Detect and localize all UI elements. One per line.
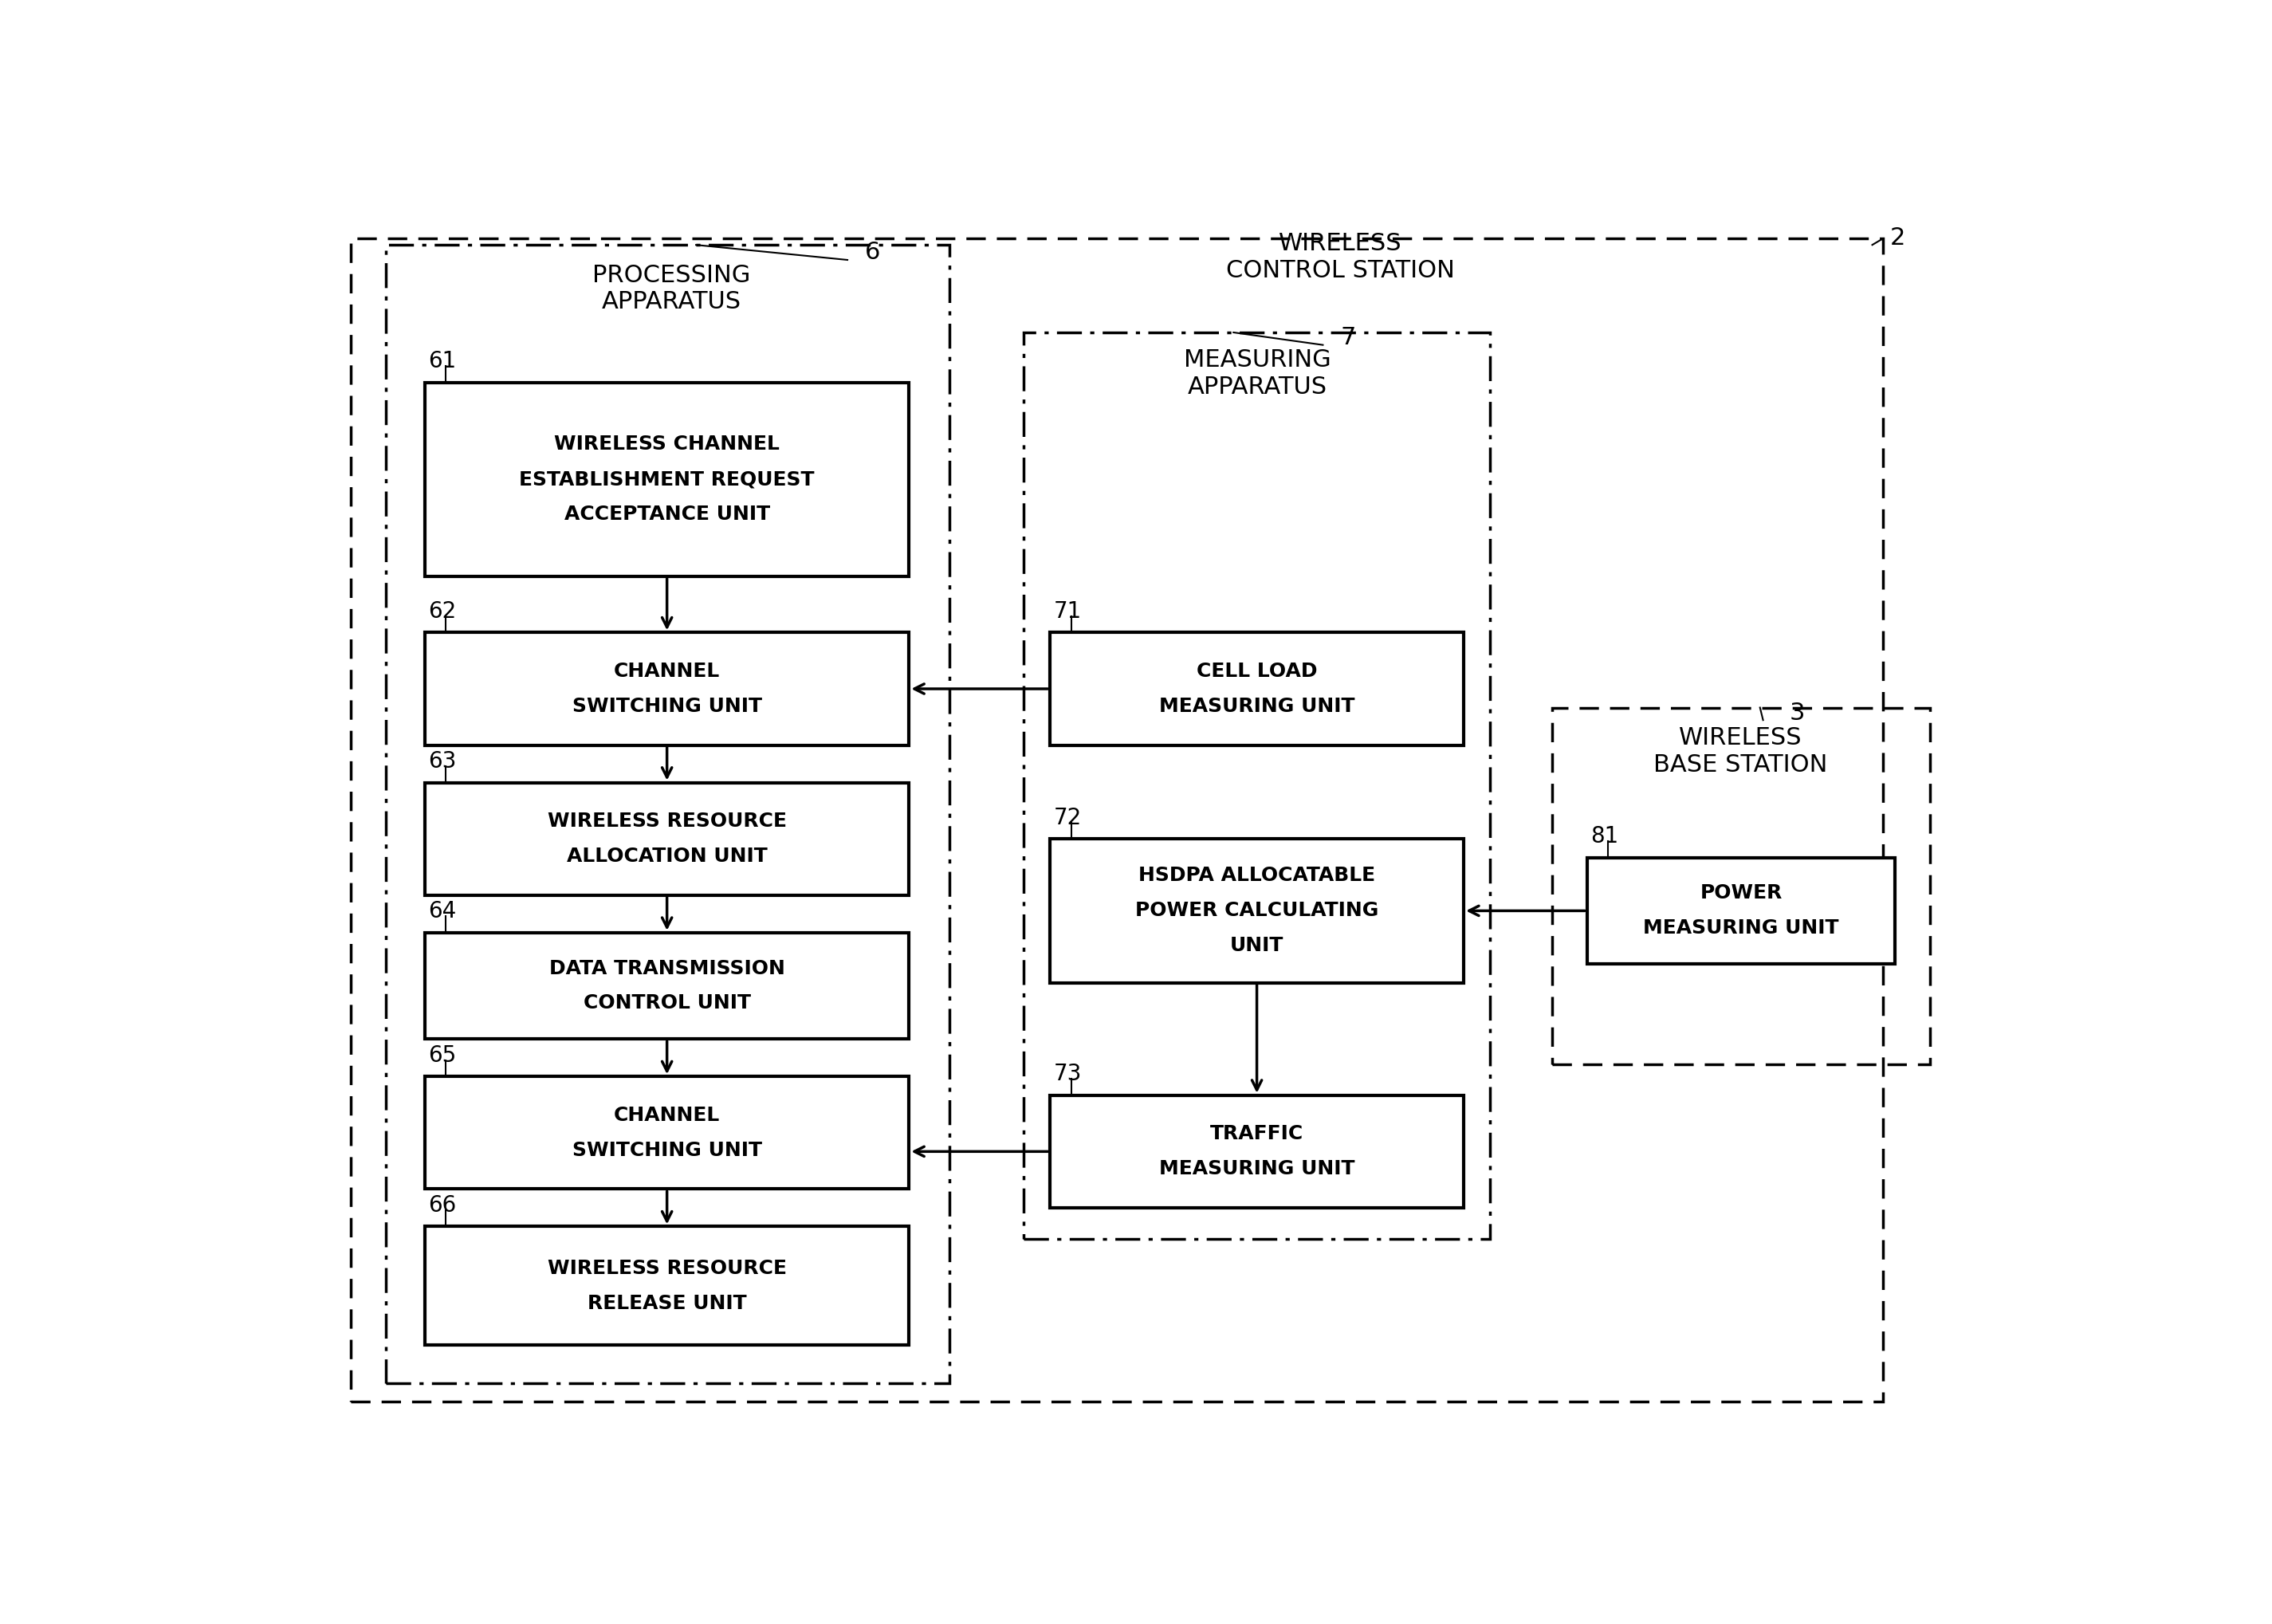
Text: TRAFFIC: TRAFFIC (1211, 1124, 1304, 1143)
Text: WIRELESS CHANNEL: WIRELESS CHANNEL (554, 435, 779, 455)
Text: ACCEPTANCE UNIT: ACCEPTANCE UNIT (563, 505, 770, 525)
Text: 66: 66 (429, 1194, 457, 1216)
Text: PROCESSING
APPARATUS: PROCESSING APPARATUS (593, 263, 750, 313)
Bar (386, 245, 950, 1384)
Text: 6: 6 (866, 240, 882, 265)
Text: CONTROL UNIT: CONTROL UNIT (584, 994, 750, 1013)
Text: MEASURING
APPARATUS: MEASURING APPARATUS (1184, 349, 1331, 398)
Bar (1050, 632, 1463, 745)
Text: SWITCHING UNIT: SWITCHING UNIT (573, 697, 761, 716)
Text: CELL LOAD: CELL LOAD (1197, 661, 1318, 680)
Text: MEASURING UNIT: MEASURING UNIT (1643, 919, 1838, 937)
Text: ESTABLISHMENT REQUEST: ESTABLISHMENT REQUEST (520, 469, 816, 489)
Text: MEASURING UNIT: MEASURING UNIT (1159, 1160, 1354, 1179)
Bar (425, 1077, 909, 1189)
Text: 63: 63 (429, 750, 457, 773)
Text: DATA TRANSMISSION: DATA TRANSMISSION (550, 958, 784, 978)
Text: UNIT: UNIT (1229, 935, 1284, 955)
Bar (1050, 1095, 1463, 1208)
Text: 2: 2 (1890, 226, 1906, 248)
Text: WIRELESS RESOURCE: WIRELESS RESOURCE (548, 812, 786, 831)
Bar (425, 1226, 909, 1345)
Text: 73: 73 (1054, 1062, 1081, 1085)
Text: 7: 7 (1340, 326, 1356, 349)
Bar (1050, 840, 1463, 983)
Text: 3: 3 (1790, 702, 1804, 724)
Text: MEASURING UNIT: MEASURING UNIT (1159, 697, 1354, 716)
Text: 62: 62 (429, 601, 457, 622)
Text: SWITCHING UNIT: SWITCHING UNIT (573, 1140, 761, 1160)
Text: HSDPA ALLOCATABLE: HSDPA ALLOCATABLE (1138, 866, 1375, 885)
Bar (425, 783, 909, 895)
Text: RELEASE UNIT: RELEASE UNIT (588, 1294, 747, 1312)
Text: POWER CALCULATING: POWER CALCULATING (1136, 901, 1379, 921)
Text: POWER: POWER (1699, 883, 1781, 903)
Bar (1586, 857, 1895, 965)
Text: WIRELESS
BASE STATION: WIRELESS BASE STATION (1654, 726, 1827, 776)
Text: 81: 81 (1590, 825, 1618, 848)
Bar (1552, 708, 1931, 1064)
Text: 61: 61 (429, 351, 457, 372)
Text: CHANNEL: CHANNEL (613, 1106, 720, 1125)
Text: CHANNEL: CHANNEL (613, 661, 720, 680)
Text: 72: 72 (1054, 807, 1081, 828)
Text: WIRELESS RESOURCE: WIRELESS RESOURCE (548, 1259, 786, 1278)
Bar (425, 932, 909, 1039)
Text: 65: 65 (429, 1044, 457, 1067)
Bar (425, 383, 909, 577)
Bar (350, 239, 1883, 1402)
Bar (425, 632, 909, 745)
Text: 71: 71 (1054, 601, 1081, 622)
Text: WIRELESS
CONTROL STATION: WIRELESS CONTROL STATION (1227, 232, 1454, 283)
Text: ALLOCATION UNIT: ALLOCATION UNIT (566, 846, 768, 866)
Text: 64: 64 (429, 900, 457, 922)
Bar (1022, 333, 1490, 1239)
